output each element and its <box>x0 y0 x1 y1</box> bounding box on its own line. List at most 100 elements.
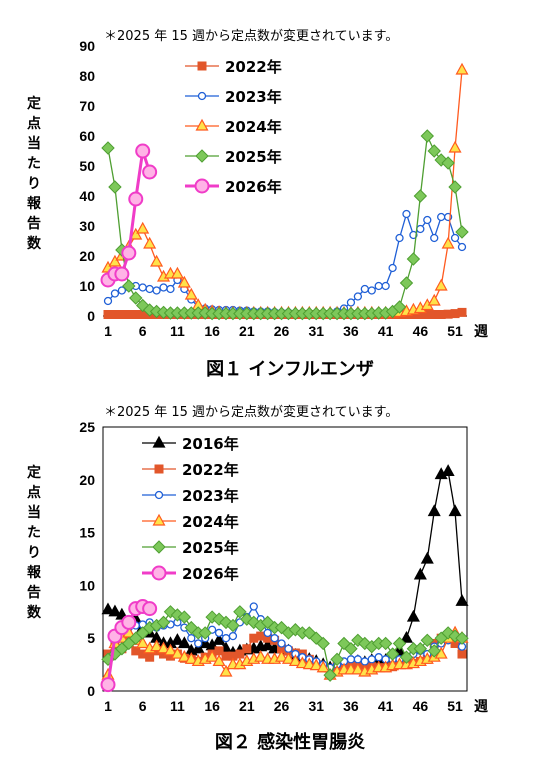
data-point <box>194 639 203 648</box>
y-axis-label-char: り <box>27 176 41 192</box>
y-axis-label-char: 告 <box>27 215 41 232</box>
y-tick-label: 90 <box>79 38 95 54</box>
x-tick-label: 46 <box>413 323 429 339</box>
data-point <box>423 215 432 225</box>
data-point <box>367 286 376 295</box>
legend-label: 2023年 <box>182 487 239 505</box>
data-point <box>121 245 137 261</box>
data-point <box>212 654 226 667</box>
y-axis-label-char: 報 <box>27 195 42 212</box>
data-point <box>101 602 115 615</box>
y-axis-label-char: 数 <box>27 235 42 252</box>
data-point <box>101 141 115 155</box>
data-point <box>100 677 116 693</box>
data-point <box>129 291 143 305</box>
data-point <box>409 230 418 240</box>
data-point <box>450 233 460 243</box>
data-point <box>249 602 258 611</box>
x-tick-label: 46 <box>413 698 429 714</box>
y-axis-label-char: 点 <box>27 484 41 501</box>
x-tick-label: 1 <box>104 323 112 339</box>
data-point <box>427 644 441 658</box>
x-axis-unit: 週 <box>474 324 488 340</box>
legend-swatch-marker <box>197 61 207 71</box>
legend-label: 2024年 <box>182 513 239 531</box>
data-point <box>437 212 446 222</box>
data-point <box>323 668 337 682</box>
x-tick-label: 1 <box>104 698 112 714</box>
data-point <box>457 242 467 252</box>
data-point <box>388 263 397 273</box>
data-point <box>117 286 127 295</box>
data-point <box>395 233 404 243</box>
data-point <box>455 631 469 645</box>
data-point <box>441 236 455 249</box>
data-point <box>351 662 365 675</box>
x-tick-label: 36 <box>343 698 359 714</box>
data-point <box>378 636 393 651</box>
data-point <box>108 180 122 194</box>
y-tick-label: 5 <box>87 630 95 646</box>
y-tick-label: 70 <box>79 98 95 114</box>
y-tick-label: 50 <box>79 158 95 174</box>
y-tick-label: 25 <box>79 419 95 435</box>
y-axis-label-char: 定 <box>27 464 41 481</box>
y-tick-label: 80 <box>79 68 95 84</box>
data-point <box>353 655 363 664</box>
series-2025年 <box>101 129 469 321</box>
x-tick-label: 6 <box>139 323 147 339</box>
data-point <box>344 642 358 656</box>
y-axis-label-char: 数 <box>27 604 42 621</box>
legend-swatch-marker <box>195 149 209 163</box>
legend-swatch-marker <box>194 178 210 194</box>
data-point <box>392 300 407 314</box>
data-point <box>205 649 219 662</box>
data-point <box>309 658 323 671</box>
legend-swatch-marker <box>152 540 166 554</box>
data-point <box>150 254 164 267</box>
data-point <box>288 654 302 667</box>
data-point <box>277 639 286 648</box>
legend-item: 2016年 <box>142 435 239 453</box>
data-point <box>381 281 390 291</box>
x-tick-label: 41 <box>378 323 394 339</box>
data-point <box>448 504 462 517</box>
x-tick-label: 26 <box>274 323 290 339</box>
y-axis-label-char: 当 <box>27 135 41 152</box>
legend-item: 2024年 <box>185 118 282 136</box>
data-point <box>136 636 150 649</box>
chart-note: ＊2025 年 15 週から定点数が変更されています。 <box>104 404 398 420</box>
data-point <box>413 567 427 580</box>
data-point <box>142 601 158 617</box>
legend-swatch-marker <box>151 565 167 581</box>
data-point <box>103 296 113 306</box>
data-point <box>187 634 196 643</box>
y-tick-label: 60 <box>79 128 95 144</box>
data-point <box>455 225 469 239</box>
data-point <box>406 252 421 266</box>
data-point <box>427 504 441 517</box>
data-point <box>177 636 191 649</box>
data-point <box>316 660 330 673</box>
y-tick-label: 20 <box>79 248 95 264</box>
y-tick-label: 10 <box>79 577 95 593</box>
data-point <box>114 266 130 282</box>
data-point <box>441 156 455 170</box>
data-point <box>275 649 289 662</box>
data-point <box>122 279 136 293</box>
legend-swatch-marker <box>154 490 164 500</box>
data-point <box>399 650 414 664</box>
chart-caption: 図２ 感染性胃腸炎 <box>215 731 365 753</box>
data-point <box>385 647 400 661</box>
legend-label: 2022年 <box>225 58 282 76</box>
data-point <box>416 224 425 234</box>
data-point <box>177 649 191 662</box>
data-point <box>170 633 184 645</box>
legend-label: 2022年 <box>182 461 239 479</box>
data-point <box>441 464 455 476</box>
data-point <box>129 227 143 240</box>
data-point <box>434 278 448 291</box>
data-point <box>242 644 252 654</box>
data-point <box>430 233 439 243</box>
data-point <box>448 140 462 153</box>
